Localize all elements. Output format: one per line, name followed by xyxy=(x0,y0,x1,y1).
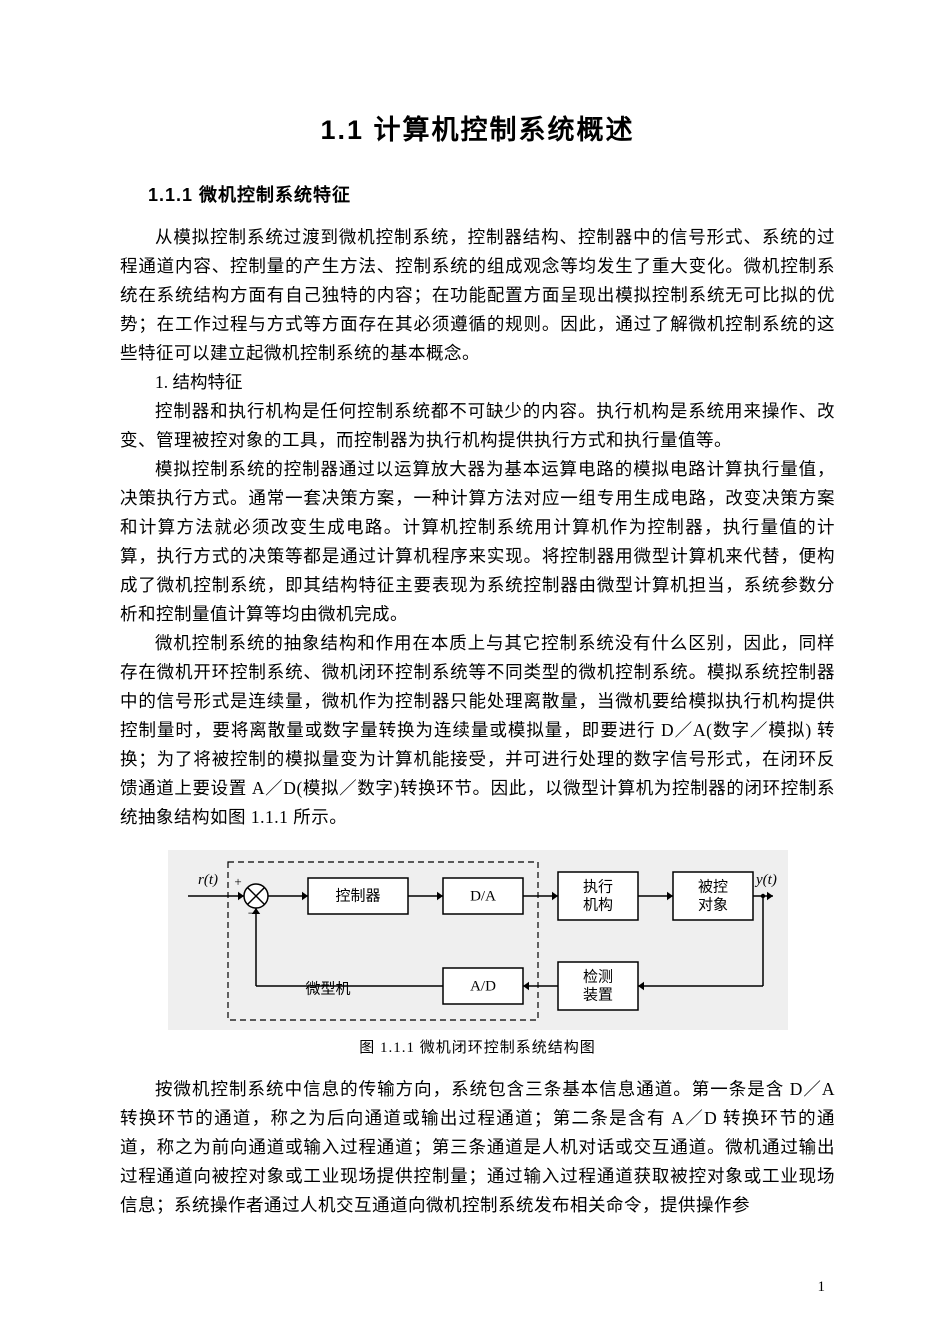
svg-text:对象: 对象 xyxy=(697,897,727,914)
svg-text:执行: 执行 xyxy=(582,879,612,896)
paragraph: 按微机控制系统中信息的传输方向，系统包含三条基本信息通道。第一条是含 D／A 转… xyxy=(120,1075,835,1220)
svg-text:y(t): y(t) xyxy=(754,872,777,888)
svg-text:装置: 装置 xyxy=(582,987,612,1004)
svg-text:A/D: A/D xyxy=(470,979,496,995)
subsection-label: 1. 结构特征 xyxy=(120,368,835,397)
figure-block-diagram: 微型机+−控制器D/A执行机构被控对象A/D检测装置r(t)y(t) 图 1.1… xyxy=(168,850,788,1057)
section-subtitle: 1.1.1 微机控制系统特征 xyxy=(148,181,835,207)
paragraph: 模拟控制系统的控制器通过以运算放大器为基本运算电路的模拟电路计算执行量值，决策执… xyxy=(120,455,835,629)
svg-text:被控: 被控 xyxy=(697,879,727,896)
svg-text:D/A: D/A xyxy=(470,889,496,905)
block-diagram-svg: 微型机+−控制器D/A执行机构被控对象A/D检测装置r(t)y(t) xyxy=(168,850,788,1030)
page-title: 1.1 计算机控制系统概述 xyxy=(120,108,835,147)
svg-text:+: + xyxy=(234,874,241,889)
svg-text:机构: 机构 xyxy=(582,897,612,914)
page-number: 1 xyxy=(818,1279,826,1296)
paragraph: 从模拟控制系统过渡到微机控制系统，控制器结构、控制器中的信号形式、系统的过程通道… xyxy=(120,223,835,368)
svg-text:微型机: 微型机 xyxy=(305,981,350,998)
paragraph: 控制器和执行机构是任何控制系统都不可缺少的内容。执行机构是系统用来操作、改变、管… xyxy=(120,397,835,455)
svg-text:控制器: 控制器 xyxy=(335,888,380,905)
figure-caption: 图 1.1.1 微机闭环控制系统结构图 xyxy=(168,1036,788,1057)
svg-text:r(t): r(t) xyxy=(198,872,218,888)
document-page: 1.1 计算机控制系统概述 1.1.1 微机控制系统特征 从模拟控制系统过渡到微… xyxy=(0,0,945,1336)
svg-text:检测: 检测 xyxy=(582,969,612,986)
paragraph: 微机控制系统的抽象结构和作用在本质上与其它控制系统没有什么区别，因此，同样存在微… xyxy=(120,629,835,832)
